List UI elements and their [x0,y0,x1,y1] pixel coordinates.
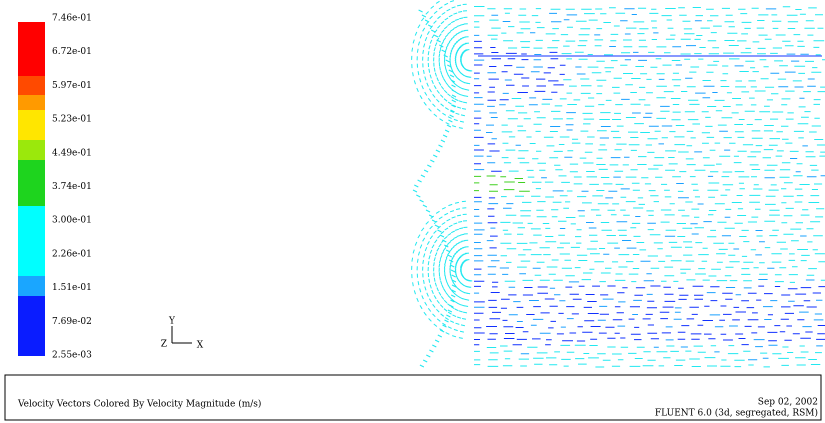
triad-z-label: Z [161,340,167,350]
velocity-vectors [412,0,825,367]
colorbar-label: 3.74e-01 [52,182,92,192]
colorbar-label: 7.69e-02 [52,317,92,327]
colorbar [18,22,45,356]
screenshot: 7.46e-01 6.72e-01 5.97e-01 5.23e-01 4.49e-01… [0,0,825,423]
footer-version: FLUENT 6.0 (3d, segregated, RSM) [655,408,818,419]
colorbar-label: 6.72e-01 [52,47,92,57]
color-band [18,160,45,206]
color-band [18,140,45,160]
color-band [18,22,45,76]
colorbar-label: 2.26e-01 [52,249,92,259]
vector-field [412,0,825,367]
colorbar-label: 7.46e-01 [52,14,92,24]
footer-date: Sep 02, 2002 [758,398,818,408]
colorbar-labels: 7.46e-01 6.72e-01 5.97e-01 5.23e-01 4.49e-01… [52,14,92,361]
color-band [18,296,45,356]
colorbar-label: 2.55e-03 [52,351,92,361]
colorbar-label: 5.97e-01 [52,81,92,91]
color-band [18,110,45,140]
color-band [18,206,45,276]
colorbar-label: 5.23e-01 [52,115,92,125]
velocity-vectors [474,176,530,191]
colorbar-label: 1.51e-01 [52,283,92,293]
axes-triad [172,326,192,343]
footer-caption: Velocity Vectors Colored By Velocity Mag… [17,399,261,410]
triad-y-label: Y [168,317,176,327]
colorbar-label: 3.00e-01 [52,216,92,226]
color-band [18,276,45,296]
color-band [18,76,45,95]
color-band [18,95,45,110]
triad-x-label: X [197,341,204,351]
colorbar-label: 4.49e-01 [52,148,92,158]
